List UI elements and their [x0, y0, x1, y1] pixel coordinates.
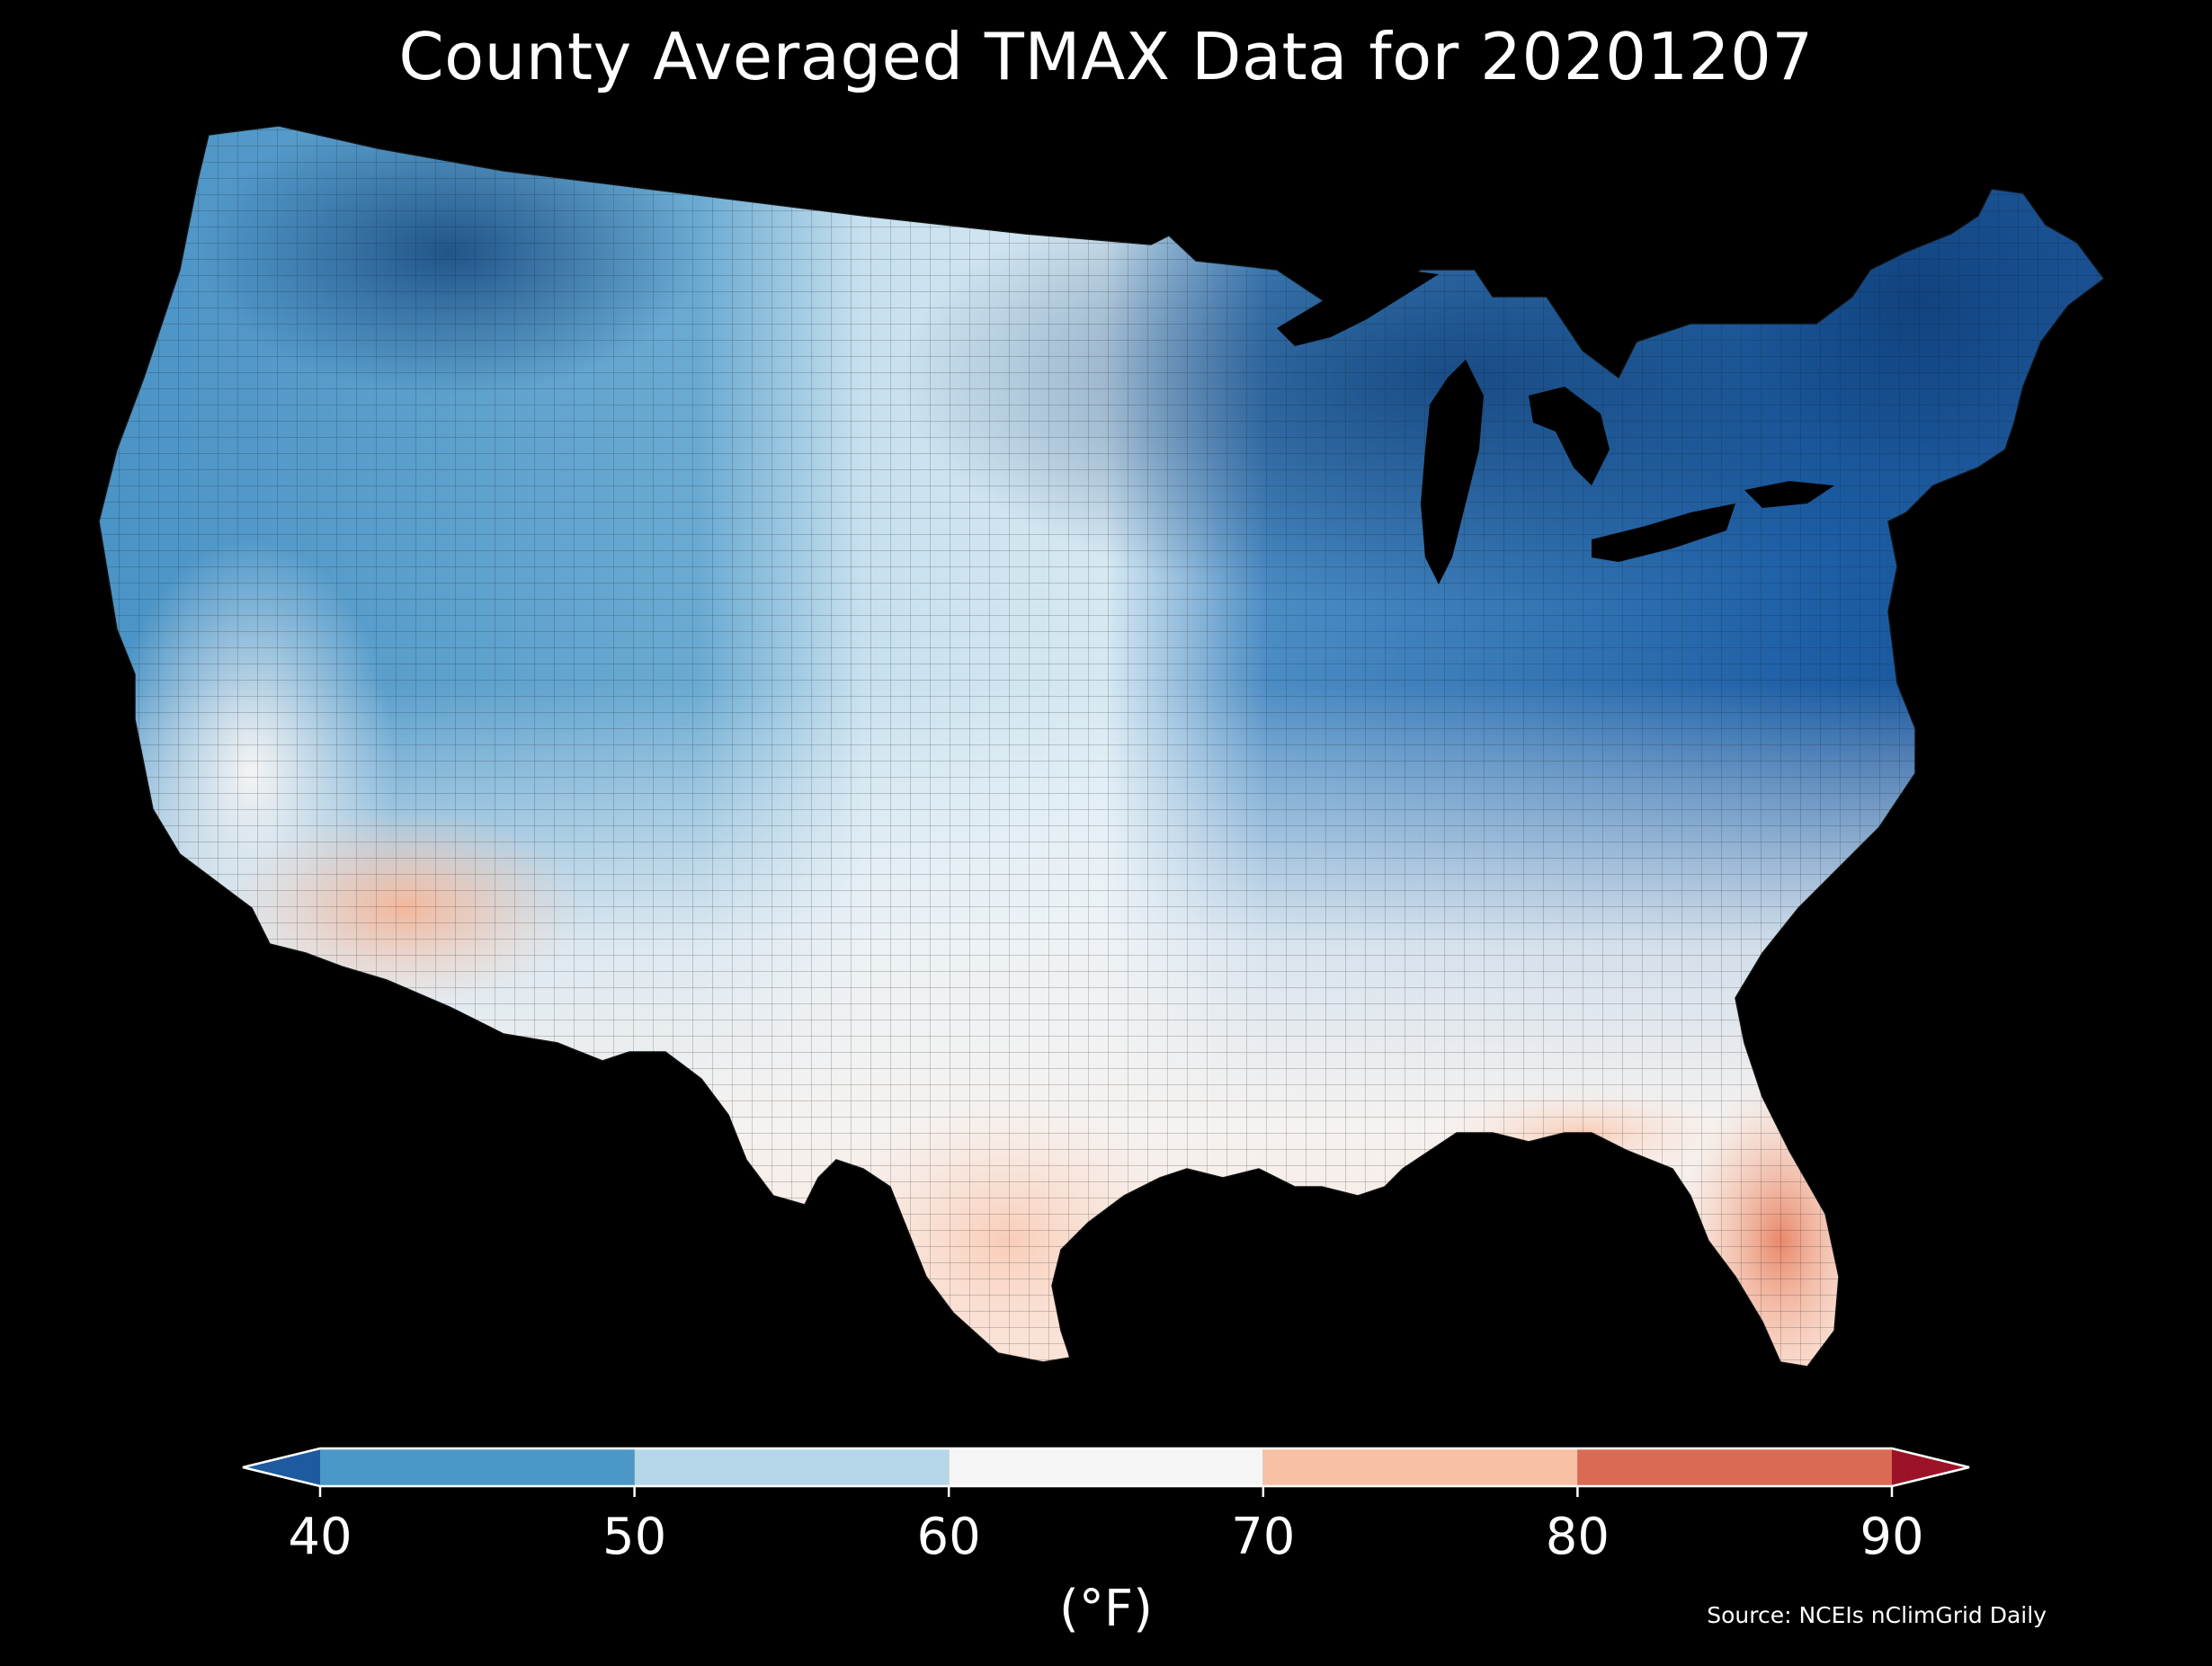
conus-choropleth: [99, 126, 2104, 1367]
colorbar-bin-80-90: [1577, 1448, 1892, 1486]
colorbar-unit-label: (°F): [1059, 1580, 1153, 1638]
colorbar-tick-label: 60: [916, 1508, 981, 1566]
colorbar-tick-label: 40: [288, 1508, 352, 1566]
colorbar-bin-50-60: [634, 1448, 950, 1486]
colorbar-bin-70-80: [1262, 1448, 1578, 1486]
great-lakes: [1277, 270, 1834, 584]
colorbar-bin-60-70: [949, 1448, 1263, 1486]
colorbar-tick-label: 90: [1860, 1508, 1924, 1566]
colorbar-extend-low: [243, 1448, 320, 1486]
map-title: County Averaged TMAX Data for 20201207: [398, 19, 1814, 94]
colorbar-tick-label: 80: [1545, 1508, 1610, 1566]
colorbar-tick-label: 70: [1231, 1508, 1296, 1566]
colorbar: [242, 1447, 1970, 1497]
source-credit: Source: NCEIs nClimGrid Daily: [1707, 1602, 2047, 1628]
colorbar-bin-40-50: [320, 1448, 635, 1486]
colorbar-tick-label: 50: [602, 1508, 667, 1566]
colorbar-extend-high: [1892, 1448, 1969, 1486]
